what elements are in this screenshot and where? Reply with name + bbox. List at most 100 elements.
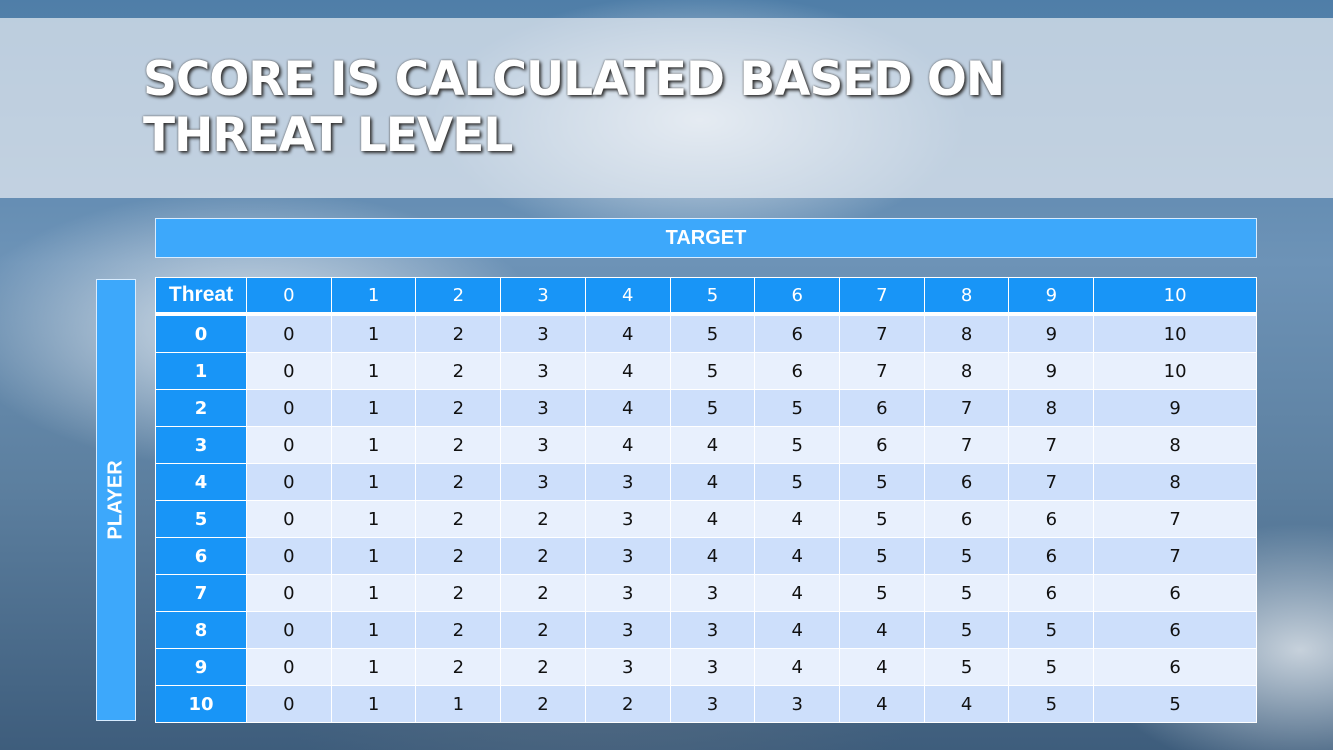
score-cell: 3 xyxy=(500,426,586,464)
score-cell: 5 xyxy=(839,463,925,501)
score-cell: 3 xyxy=(500,463,586,501)
row-header: 4 xyxy=(155,463,247,501)
score-cell: 7 xyxy=(1093,500,1257,538)
score-cell: 1 xyxy=(330,537,417,575)
title-line-1: SCORE IS CALCULATED BASED ON xyxy=(143,52,1005,107)
row-header: 7 xyxy=(155,574,247,612)
score-cell: 5 xyxy=(754,389,841,427)
score-cell: 2 xyxy=(500,648,586,686)
score-cell: 2 xyxy=(415,352,502,390)
score-cell: 4 xyxy=(754,648,841,686)
score-cell: 2 xyxy=(415,389,502,427)
score-cell: 0 xyxy=(246,500,332,538)
score-cell: 3 xyxy=(500,313,586,353)
score-cell: 9 xyxy=(1093,389,1257,427)
score-cell: 2 xyxy=(415,426,502,464)
row-header: 10 xyxy=(155,685,247,723)
score-cell: 6 xyxy=(1093,574,1257,612)
score-cell: 4 xyxy=(669,500,756,538)
score-cell: 0 xyxy=(246,352,332,390)
score-cell: 5 xyxy=(923,648,1010,686)
player-label: PLAYER xyxy=(104,460,127,540)
column-header: 1 xyxy=(330,277,417,316)
score-cell: 0 xyxy=(246,426,332,464)
score-cell: 6 xyxy=(1008,500,1095,538)
score-cell: 8 xyxy=(1008,389,1095,427)
score-cell: 6 xyxy=(1093,611,1257,649)
score-cell: 3 xyxy=(500,352,586,390)
score-cell: 6 xyxy=(754,313,841,353)
score-cell: 8 xyxy=(923,313,1010,353)
slide-title: SCORE IS CALCULATED BASED ON THREAT LEVE… xyxy=(143,52,1005,164)
row-header: 5 xyxy=(155,500,247,538)
score-cell: 2 xyxy=(415,500,502,538)
score-cell: 4 xyxy=(669,426,756,464)
score-cell: 2 xyxy=(415,463,502,501)
score-cell: 2 xyxy=(415,611,502,649)
score-cell: 4 xyxy=(584,352,671,390)
score-cell: 3 xyxy=(584,463,671,501)
title-band xyxy=(0,18,1333,198)
column-header: 9 xyxy=(1008,277,1095,316)
score-cell: 2 xyxy=(415,574,502,612)
target-header: TARGET xyxy=(155,218,1257,258)
score-cell: 8 xyxy=(1093,463,1257,501)
row-header: 2 xyxy=(155,389,247,427)
score-cell: 5 xyxy=(839,574,925,612)
score-cell: 4 xyxy=(669,463,756,501)
score-cell: 7 xyxy=(839,313,925,353)
score-cell: 5 xyxy=(923,611,1010,649)
column-header: 6 xyxy=(754,277,841,316)
score-cell: 2 xyxy=(500,611,586,649)
player-header: PLAYER xyxy=(96,279,136,721)
score-cell: 4 xyxy=(839,611,925,649)
score-cell: 10 xyxy=(1093,313,1257,353)
score-cell: 3 xyxy=(584,574,671,612)
score-table: Threat 0 1 2 3 4 5 6 7 8 9 10 0 0 1 2 3 4 5 6 7 8 9 10 1 0 1 2 3 4 5… xyxy=(155,277,1257,723)
score-cell: 0 xyxy=(246,537,332,575)
score-cell: 3 xyxy=(584,500,671,538)
score-cell: 1 xyxy=(330,352,417,390)
score-cell: 5 xyxy=(839,500,925,538)
score-cell: 1 xyxy=(330,463,417,501)
column-header: 3 xyxy=(500,277,586,316)
column-header: 5 xyxy=(669,277,756,316)
score-cell: 2 xyxy=(500,685,586,723)
score-cell: 9 xyxy=(1008,313,1095,353)
table-row: 10 0 1 1 2 2 3 3 4 4 5 5 xyxy=(155,685,1257,723)
corner-header: Threat xyxy=(155,277,247,316)
score-cell: 2 xyxy=(584,685,671,723)
score-cell: 6 xyxy=(923,463,1010,501)
score-cell: 0 xyxy=(246,685,332,723)
score-cell: 3 xyxy=(669,574,756,612)
score-cell: 0 xyxy=(246,463,332,501)
score-cell: 5 xyxy=(923,537,1010,575)
score-cell: 1 xyxy=(330,685,417,723)
score-cell: 3 xyxy=(584,537,671,575)
score-cell: 1 xyxy=(330,426,417,464)
score-cell: 5 xyxy=(1008,648,1095,686)
score-cell: 6 xyxy=(754,352,841,390)
score-cell: 6 xyxy=(1008,537,1095,575)
score-cell: 6 xyxy=(1093,648,1257,686)
score-cell: 3 xyxy=(669,611,756,649)
score-cell: 3 xyxy=(669,685,756,723)
score-cell: 9 xyxy=(1008,352,1095,390)
score-cell: 1 xyxy=(330,611,417,649)
score-cell: 6 xyxy=(839,426,925,464)
row-header: 6 xyxy=(155,537,247,575)
score-cell: 5 xyxy=(754,463,841,501)
score-cell: 7 xyxy=(923,389,1010,427)
row-header: 9 xyxy=(155,648,247,686)
score-cell: 4 xyxy=(584,389,671,427)
score-cell: 2 xyxy=(500,500,586,538)
column-header: 0 xyxy=(246,277,332,316)
column-header: 10 xyxy=(1093,277,1257,316)
score-cell: 0 xyxy=(246,389,332,427)
row-header: 8 xyxy=(155,611,247,649)
score-cell: 3 xyxy=(669,648,756,686)
